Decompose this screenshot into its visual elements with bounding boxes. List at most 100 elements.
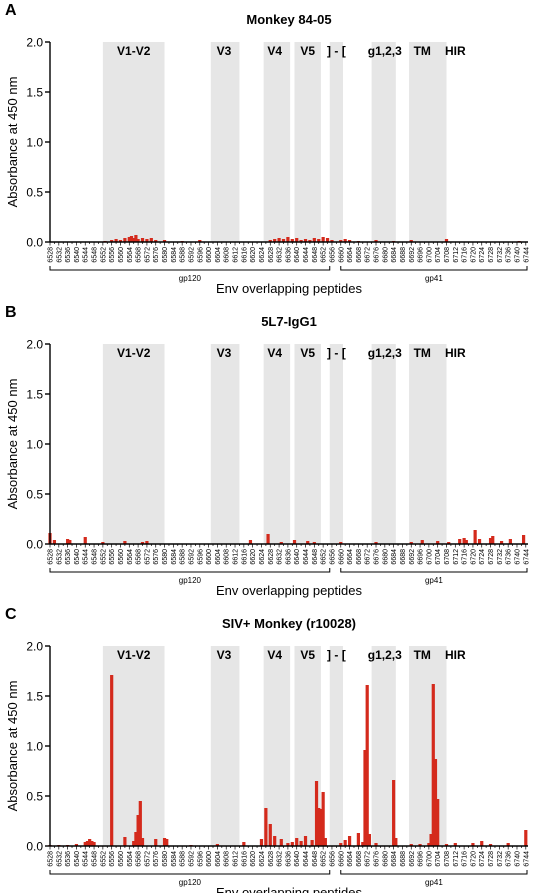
region-bracket-label: ] - [ bbox=[327, 44, 346, 58]
x-tick-label: 6572 bbox=[144, 549, 151, 565]
x-tick-label: 6692 bbox=[409, 247, 416, 263]
bar bbox=[149, 238, 153, 242]
bar bbox=[310, 840, 314, 846]
x-tick-label: 6584 bbox=[171, 549, 178, 565]
y-axis-title: Absorbance at 450 nm bbox=[5, 379, 20, 510]
x-tick-label: 6680 bbox=[382, 549, 389, 565]
x-tick-label: 6628 bbox=[268, 247, 275, 263]
x-tick-label: 6716 bbox=[462, 851, 469, 867]
bar bbox=[162, 240, 167, 242]
x-tick-label: 6580 bbox=[162, 247, 169, 263]
region-v1-v2-band bbox=[102, 42, 165, 242]
x-tick-label: 6688 bbox=[400, 247, 407, 263]
x-tick-label: 6712 bbox=[453, 247, 460, 263]
y-tick-label: 0.0 bbox=[26, 840, 43, 854]
bar bbox=[114, 239, 118, 242]
chart-panel-b: B 5L7-IgG1 V1-V2 V3 V4 V5] - [g1,2,3 TM HIR 0.0 0… bbox=[5, 304, 530, 598]
region-v4-label: V4 bbox=[267, 44, 282, 58]
bar bbox=[295, 838, 299, 846]
x-tick-label: 6552 bbox=[100, 549, 107, 565]
x-tick-label: 6676 bbox=[374, 851, 381, 867]
x-tick-label: 6736 bbox=[506, 851, 513, 867]
bar bbox=[123, 541, 127, 544]
x-tick-label: 6740 bbox=[514, 549, 521, 565]
bar bbox=[363, 750, 367, 846]
bar bbox=[444, 239, 449, 242]
bar bbox=[317, 239, 321, 242]
bar bbox=[343, 840, 347, 846]
bar bbox=[134, 235, 138, 242]
bar bbox=[132, 841, 136, 846]
bar bbox=[85, 841, 90, 846]
x-tick-label: 6528 bbox=[48, 247, 55, 263]
bar bbox=[319, 809, 323, 846]
bar bbox=[524, 830, 528, 846]
bar bbox=[325, 238, 330, 242]
x-tick-label: 6716 bbox=[462, 549, 469, 565]
bar bbox=[317, 808, 321, 846]
bar bbox=[83, 537, 87, 544]
x-tick-label: 6728 bbox=[488, 247, 495, 263]
x-tick-label: 6536 bbox=[65, 851, 72, 867]
x-tick-label: 6668 bbox=[356, 851, 363, 867]
x-tick-label: 6600 bbox=[206, 549, 213, 565]
x-tick-label: 6596 bbox=[197, 549, 204, 565]
x-tick-label: 6720 bbox=[470, 247, 477, 263]
x-tick-label: 6636 bbox=[285, 549, 292, 565]
x-tick-label: 6656 bbox=[329, 549, 336, 565]
bar bbox=[279, 839, 283, 846]
x-tick-label: 6700 bbox=[426, 247, 433, 263]
x-tick-label: 6684 bbox=[391, 851, 398, 867]
bar bbox=[367, 834, 372, 846]
region-g123-band bbox=[371, 42, 396, 242]
x-tick-label: 6640 bbox=[294, 247, 301, 263]
bar bbox=[409, 240, 413, 242]
bar bbox=[295, 238, 299, 242]
region-hir-band bbox=[435, 344, 447, 544]
region-hir-label: HIR bbox=[445, 44, 466, 58]
region-tm-band bbox=[409, 646, 436, 846]
bar bbox=[268, 240, 272, 242]
region-bracket-band bbox=[329, 42, 343, 242]
bar bbox=[473, 530, 477, 544]
x-tick-label: 6700 bbox=[426, 851, 433, 867]
x-tick-label: 6608 bbox=[224, 851, 231, 867]
x-tick-label: 6640 bbox=[294, 549, 301, 565]
bar bbox=[273, 836, 277, 846]
x-tick-label: 6676 bbox=[374, 549, 381, 565]
x-tick-label: 6720 bbox=[470, 549, 477, 565]
bar bbox=[506, 843, 510, 846]
region-bracket-label: ] - [ bbox=[327, 346, 346, 360]
region-hir-band bbox=[435, 42, 447, 242]
y-axis-title: Absorbance at 450 nm bbox=[5, 681, 20, 812]
region-v4-band bbox=[263, 344, 291, 544]
bar bbox=[420, 540, 424, 544]
region-v5-label: V5 bbox=[300, 648, 315, 662]
x-tick-label: 6652 bbox=[321, 549, 328, 565]
bar bbox=[418, 844, 422, 846]
region-v3-label: V3 bbox=[217, 648, 232, 662]
x-tick-label: 6684 bbox=[391, 549, 398, 565]
x-tick-label: 6744 bbox=[523, 247, 530, 263]
region-g123-band bbox=[371, 344, 396, 544]
x-tick-label: 6552 bbox=[100, 851, 107, 867]
bar bbox=[499, 541, 504, 544]
x-tick-label: 6620 bbox=[250, 247, 257, 263]
segment-bracket bbox=[49, 568, 331, 573]
y-tick-label: 1.0 bbox=[26, 136, 43, 150]
bar bbox=[123, 837, 127, 846]
x-tick-label: 6744 bbox=[523, 549, 530, 565]
region-v1-v2-label: V1-V2 bbox=[117, 44, 151, 58]
x-tick-label: 6604 bbox=[215, 549, 222, 565]
y-tick-label: 2.0 bbox=[26, 36, 43, 50]
x-tick-label: 6636 bbox=[285, 247, 292, 263]
region-tm-label: TM bbox=[414, 44, 431, 58]
x-tick-label: 6568 bbox=[136, 247, 143, 263]
bar bbox=[312, 542, 316, 544]
x-tick-label: 6672 bbox=[365, 851, 372, 867]
bar bbox=[339, 542, 343, 544]
x-tick-label: 6548 bbox=[92, 247, 99, 263]
x-tick-label: 6528 bbox=[48, 851, 55, 867]
region-v1-v2-band bbox=[102, 344, 165, 544]
